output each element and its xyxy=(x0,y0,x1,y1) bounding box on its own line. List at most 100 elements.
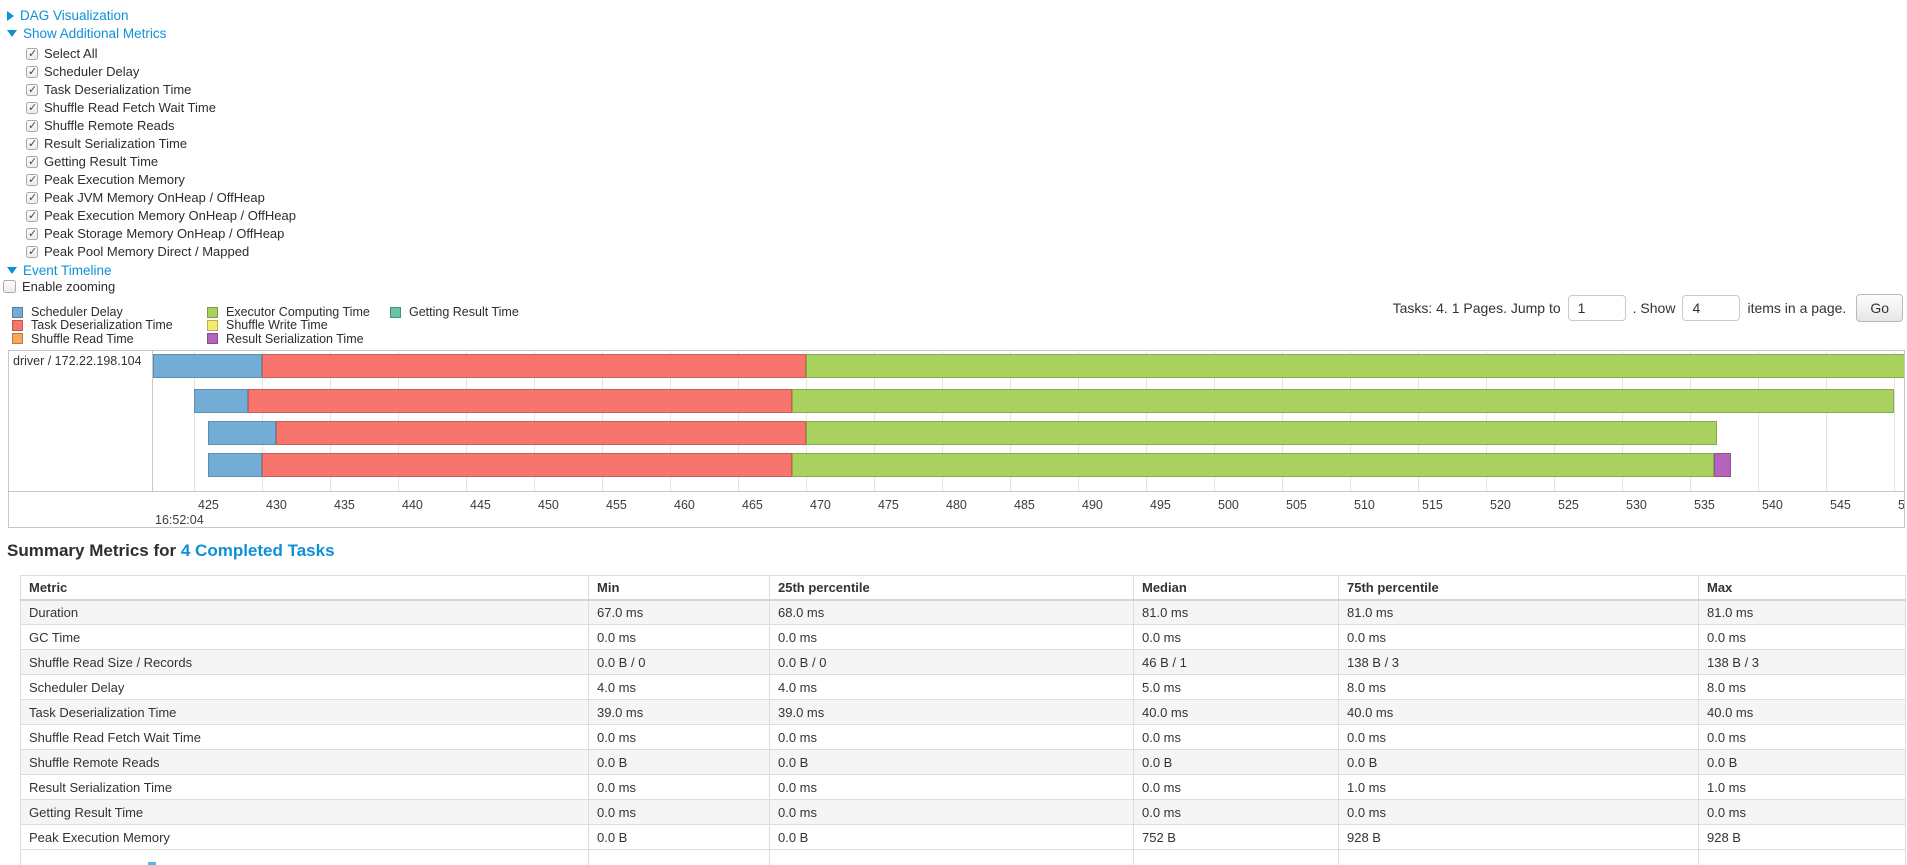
timeline-task-bar[interactable] xyxy=(207,453,1731,477)
table-cell: 0.0 ms xyxy=(769,774,1134,800)
metric-checkbox[interactable] xyxy=(26,227,38,240)
dag-visualization-link[interactable]: DAG Visualization xyxy=(20,8,129,23)
table-cell: 1.0 ms xyxy=(1698,774,1906,800)
table-cell: 4.0 ms xyxy=(588,674,770,700)
table-cell: 752 B xyxy=(1133,824,1339,850)
table-cell: 0.0 B xyxy=(769,749,1134,775)
metric-checkbox[interactable] xyxy=(26,137,38,150)
axis-tick-label: 495 xyxy=(1150,498,1171,512)
timeline-task-bar[interactable] xyxy=(207,421,1718,445)
timeline-gridline xyxy=(1894,351,1895,491)
table-row: Duration 67.0 ms 68.0 ms 81.0 ms 81.0 ms 81.0… xyxy=(20,599,1906,625)
metric-checkbox-row: Shuffle Remote Reads xyxy=(26,118,175,133)
metric-checkbox-label: Peak Pool Memory Direct / Mapped xyxy=(44,244,250,259)
event-timeline-link[interactable]: Event Timeline xyxy=(23,263,112,278)
table-cell xyxy=(1133,849,1339,865)
metric-checkbox-label: Task Deserialization Time xyxy=(44,82,192,97)
table-row: Scheduler Delay 4.0 ms 4.0 ms 5.0 ms 8.0 ms 8… xyxy=(20,674,1906,700)
table-cell: 138 B / 3 xyxy=(1338,649,1699,675)
metric-checkbox-label: Peak Execution Memory xyxy=(44,172,185,187)
legend-swatch-result-serialization xyxy=(207,333,218,345)
table-cell xyxy=(588,849,770,865)
table-cell xyxy=(1698,849,1906,865)
event-timeline-chart: driver / 172.22.198.104 16:52:04 425 430 4… xyxy=(8,350,1905,528)
pagination-suffix-label: items in a page. xyxy=(1747,300,1847,316)
table-cell: 0.0 B xyxy=(1338,749,1699,775)
metric-checkbox[interactable] xyxy=(26,83,38,96)
metric-checkbox[interactable] xyxy=(26,173,38,186)
legend-label: Task Deserialization Time xyxy=(31,318,173,333)
table-row: Getting Result Time 0.0 ms 0.0 ms 0.0 ms 0.0… xyxy=(20,799,1906,825)
summary-title-text: Summary Metrics for xyxy=(7,541,177,560)
event-timeline-toggle[interactable]: Event Timeline xyxy=(7,263,112,278)
legend-label: Shuffle Write Time xyxy=(226,318,328,333)
table-cell: 0.0 ms xyxy=(1133,799,1339,825)
legend-swatch-executor-computing xyxy=(207,306,218,318)
jump-to-page-input[interactable] xyxy=(1567,295,1626,321)
table-header-cell: Median xyxy=(1133,575,1339,601)
legend-label: Result Serialization Time xyxy=(226,331,364,346)
legend-item: Executor Computing Time xyxy=(207,305,370,319)
metric-checkbox-row: Result Serialization Time xyxy=(26,136,187,151)
axis-tick-label: 445 xyxy=(470,498,491,512)
metric-checkbox[interactable] xyxy=(26,245,38,258)
table-cell: 39.0 ms xyxy=(769,699,1134,725)
timeline-segment-task-deserialization xyxy=(275,421,806,445)
table-cell: 40.0 ms xyxy=(1133,699,1339,725)
legend-item: Result Serialization Time xyxy=(207,332,364,346)
metric-checkbox-label: Peak Storage Memory OnHeap / OffHeap xyxy=(44,226,285,241)
metric-checkbox-row: Task Deserialization Time xyxy=(26,82,191,97)
metric-checkbox-row: Peak Storage Memory OnHeap / OffHeap xyxy=(26,226,284,241)
table-header-cell: 75th percentile xyxy=(1338,575,1699,601)
axis-tick-label: 460 xyxy=(674,498,695,512)
tasks-pagination: Tasks: 4. 1 Pages. Jump to . Show items … xyxy=(1393,294,1903,322)
table-cell: 0.0 ms xyxy=(588,724,770,750)
items-per-page-input[interactable] xyxy=(1682,295,1741,321)
axis-tick-label: 530 xyxy=(1626,498,1647,512)
axis-tick-label: 440 xyxy=(402,498,423,512)
metric-checkbox[interactable] xyxy=(26,47,38,60)
metric-checkbox[interactable] xyxy=(26,65,38,78)
table-cell: 0.0 ms xyxy=(769,724,1134,750)
table-row: Task Deserialization Time 39.0 ms 39.0 ms 4… xyxy=(20,699,1906,725)
legend-swatch-scheduler-delay xyxy=(12,306,23,318)
timeline-segment-task-deserialization xyxy=(261,453,793,477)
timeline-segment-task-deserialization xyxy=(261,354,806,378)
dag-visualization-toggle[interactable]: DAG Visualization xyxy=(7,8,129,23)
table-row: Shuffle Remote Reads 0.0 B 0.0 B 0.0 B 0.0 B… xyxy=(20,749,1906,775)
enable-zooming-checkbox[interactable] xyxy=(3,280,16,293)
metric-checkbox[interactable] xyxy=(26,191,38,204)
show-additional-metrics-toggle[interactable]: Show Additional Metrics xyxy=(7,26,166,41)
table-cell xyxy=(769,849,1134,865)
timeline-plot[interactable] xyxy=(153,351,1904,491)
show-additional-metrics-link[interactable]: Show Additional Metrics xyxy=(23,26,167,41)
axis-tick-label: 545 xyxy=(1830,498,1851,512)
table-cell: 81.0 ms xyxy=(1338,599,1699,625)
axis-tick-label: 435 xyxy=(334,498,355,512)
table-cell: Peak Execution Memory xyxy=(20,824,589,850)
table-row: Shuffle Read Fetch Wait Time 0.0 ms 0.0 ms… xyxy=(20,724,1906,750)
table-cell xyxy=(20,849,589,865)
timeline-gridline xyxy=(194,351,195,491)
metric-checkbox[interactable] xyxy=(26,209,38,222)
clipped-next-section-fragment xyxy=(148,862,156,865)
metric-checkbox[interactable] xyxy=(26,101,38,114)
metric-checkbox-label: Select All xyxy=(44,46,98,61)
metric-checkbox[interactable] xyxy=(26,119,38,132)
axis-tick-label: 505 xyxy=(1286,498,1307,512)
table-cell: 928 B xyxy=(1698,824,1906,850)
table-cell: 68.0 ms xyxy=(769,599,1134,625)
legend-label: Getting Result Time xyxy=(409,305,519,319)
go-button[interactable]: Go xyxy=(1856,294,1903,322)
metric-checkbox[interactable] xyxy=(26,155,38,168)
table-cell: 39.0 ms xyxy=(588,699,770,725)
legend-label: Shuffle Read Time xyxy=(31,331,134,346)
timeline-task-bar[interactable] xyxy=(194,389,1894,413)
axis-tick-label: 470 xyxy=(810,498,831,512)
table-cell: 0.0 B xyxy=(769,824,1134,850)
timeline-task-bar[interactable] xyxy=(153,354,1904,378)
table-cell: 0.0 B / 0 xyxy=(588,649,770,675)
completed-tasks-link[interactable]: 4 Completed Tasks xyxy=(180,541,335,560)
axis-tick-label: 510 xyxy=(1354,498,1375,512)
metric-checkbox-row: Getting Result Time xyxy=(26,154,158,169)
